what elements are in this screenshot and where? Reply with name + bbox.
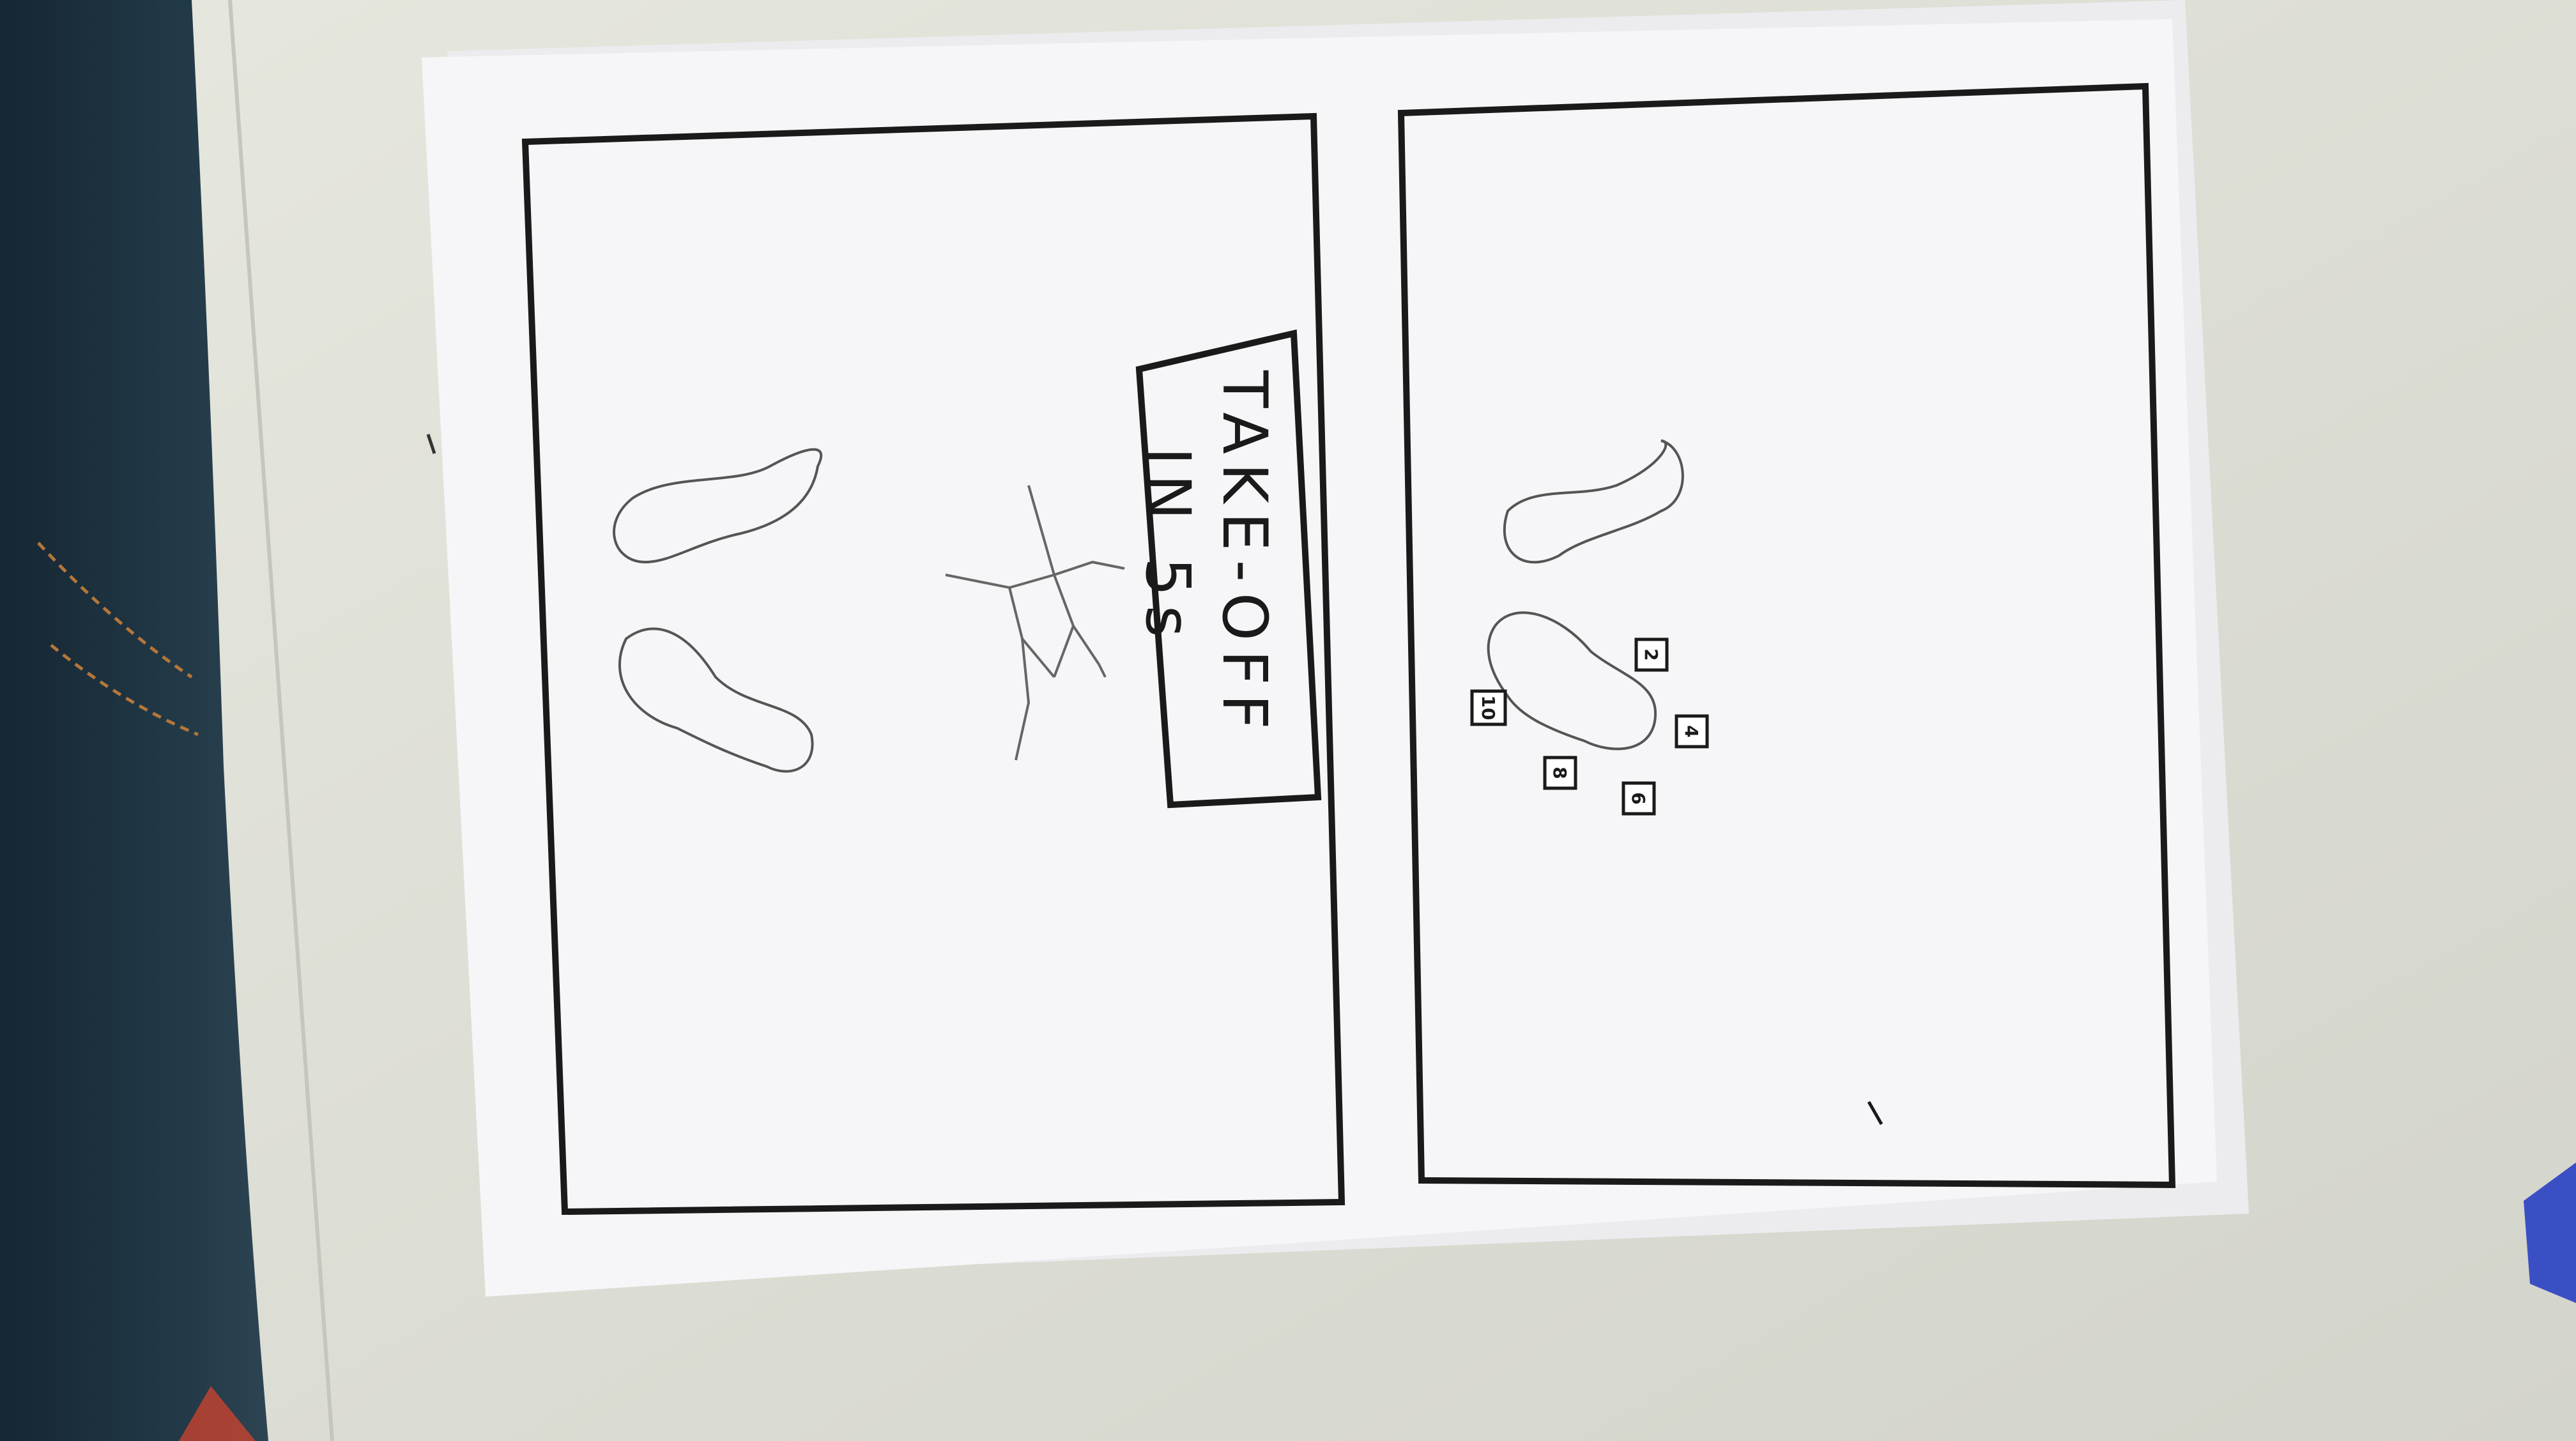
footprint-right-2	[1487, 611, 1657, 751]
svg-text:2: 2	[1641, 648, 1662, 660]
marker-8: 8	[1543, 756, 1577, 790]
footprint-left-2	[618, 627, 814, 773]
svg-text:4: 4	[1681, 725, 1702, 737]
svg-text:6: 6	[1628, 792, 1649, 804]
marker-10: 10	[1470, 689, 1507, 726]
takeoff-sign: TAKE-OFF IN 5s	[1132, 329, 1322, 809]
panel-left	[521, 112, 1346, 1216]
svg-text:10: 10	[1478, 696, 1499, 720]
footprint-left-1	[613, 448, 823, 564]
svg-text:8: 8	[1549, 766, 1570, 779]
paper-sheet	[422, 19, 2217, 1297]
jeans	[0, 0, 268, 1441]
sign-line1: TAKE-OFF	[1209, 370, 1280, 738]
marker-4: 4	[1675, 714, 1709, 749]
marker-6: 6	[1621, 781, 1656, 816]
crack-icon	[945, 485, 1125, 761]
panel-right	[1397, 82, 2176, 1189]
sign-line2: IN 5s	[1132, 447, 1204, 646]
footprint-right-1	[1503, 439, 1684, 564]
marker-2: 2	[1634, 637, 1669, 672]
